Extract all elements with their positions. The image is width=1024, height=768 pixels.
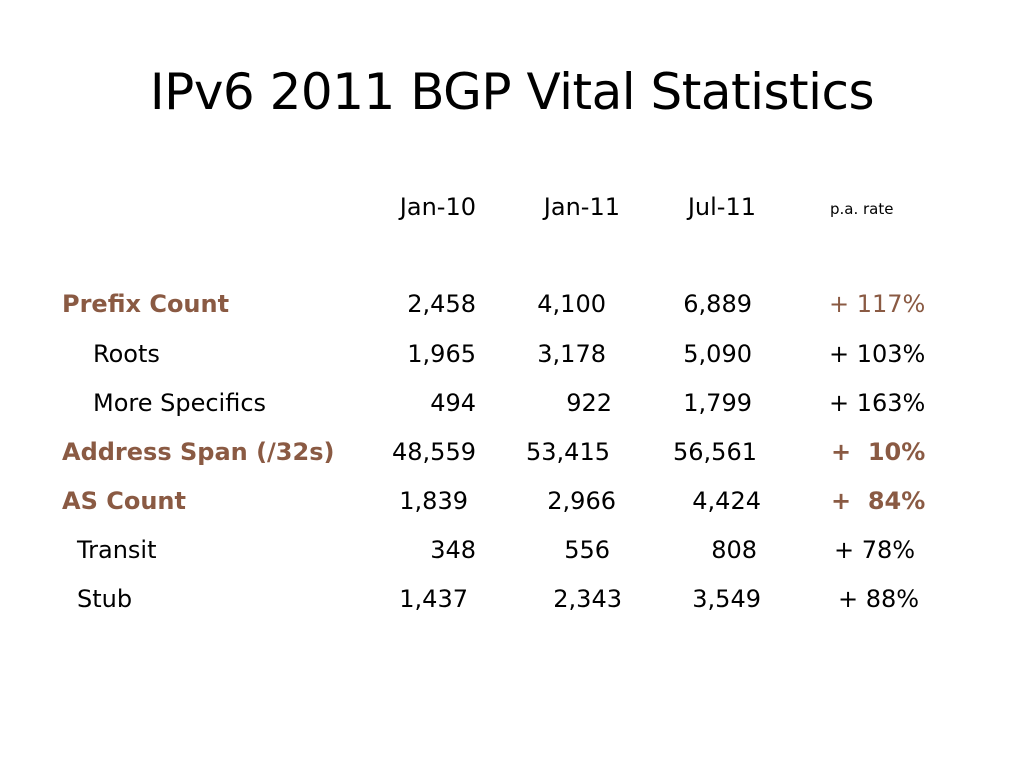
cell-pa-rate: + 103%: [829, 340, 926, 368]
cell-jul-11: 56,561: [673, 438, 757, 466]
row-label-stub: Stub: [77, 585, 133, 613]
cell-jan-11: 2,343: [553, 585, 622, 613]
cell-jul-11: 3,549: [692, 585, 761, 613]
row-label-transit: Transit: [77, 536, 157, 564]
column-header-jul-11: Jul-11: [687, 193, 756, 221]
cell-pa-rate: + 84%: [831, 487, 926, 515]
cell-jan-10: 348: [430, 536, 476, 564]
cell-jan-11: 556: [564, 536, 610, 564]
row-label-roots: Roots: [93, 340, 160, 368]
cell-jul-11: 4,424: [692, 487, 761, 515]
column-header-pa-rate: p.a. rate: [830, 200, 894, 218]
cell-jan-11: 922: [566, 389, 612, 417]
cell-jan-10: 2,458: [407, 290, 476, 318]
cell-jan-11: 4,100: [537, 290, 606, 318]
cell-pa-rate: + 78%: [834, 536, 916, 564]
cell-jul-11: 5,090: [683, 340, 752, 368]
cell-jan-11: 3,178: [537, 340, 606, 368]
cell-pa-rate: + 10%: [831, 438, 926, 466]
cell-pa-rate: + 117%: [829, 289, 925, 319]
cell-jan-10: 1,437: [399, 585, 468, 613]
cell-jan-10: 1,839: [399, 487, 468, 515]
row-label-more-specifics: More Specifics: [93, 389, 267, 417]
column-header-jan-11: Jan-11: [543, 193, 620, 221]
cell-jan-10: 48,559: [392, 438, 476, 466]
cell-jul-11: 808: [711, 536, 757, 564]
cell-jan-11: 53,415: [526, 438, 610, 466]
cell-jan-11: 2,966: [547, 487, 616, 515]
cell-jul-11: 6,889: [683, 290, 752, 318]
cell-jul-11: 1,799: [683, 389, 752, 417]
row-label-prefix-count: Prefix Count: [62, 290, 230, 318]
rate-value: + 117%: [829, 290, 926, 318]
cell-jan-10: 1,965: [407, 340, 476, 368]
column-header-jan-10: Jan-10: [399, 193, 476, 221]
row-label-address-span: Address Span (/32s): [62, 438, 335, 466]
cell-pa-rate: + 88%: [838, 585, 920, 613]
slide-title: IPv6 2011 BGP Vital Statistics: [149, 63, 875, 121]
row-label-as-count: AS Count: [62, 487, 186, 515]
cell-pa-rate: + 163%: [829, 389, 926, 417]
cell-jan-10: 494: [430, 389, 476, 417]
